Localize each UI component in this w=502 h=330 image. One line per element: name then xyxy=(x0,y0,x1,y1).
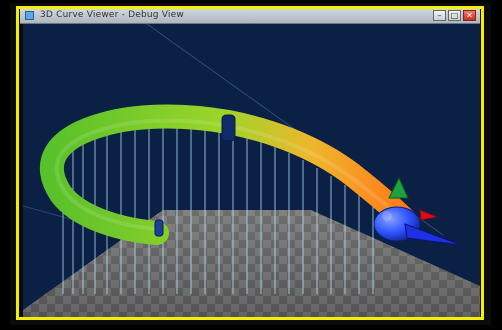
tube-curve xyxy=(39,104,417,245)
app-icon xyxy=(25,11,34,20)
green-arrow-cone xyxy=(388,176,409,199)
blue-arrow-cone xyxy=(404,223,462,246)
maximize-button[interactable]: □ xyxy=(448,10,461,21)
minimize-button[interactable]: – xyxy=(433,10,446,21)
red-arrow-cone xyxy=(419,209,439,221)
tube-ring-marker xyxy=(221,114,236,142)
head-specular-highlight xyxy=(382,211,392,221)
window-title: 3D Curve Viewer - Debug View xyxy=(40,10,184,20)
tube-end-marker xyxy=(154,219,164,237)
window-controls: – □ ✕ xyxy=(433,10,476,21)
close-button[interactable]: ✕ xyxy=(463,10,476,21)
window-titlebar[interactable]: 3D Curve Viewer - Debug View – □ ✕ xyxy=(20,9,480,24)
3d-viewport[interactable] xyxy=(23,24,480,317)
tube-highlight xyxy=(54,118,401,231)
3d-scene xyxy=(23,24,480,317)
yellow-highlight-border xyxy=(16,6,484,320)
vertical-guide-lines xyxy=(62,110,374,294)
